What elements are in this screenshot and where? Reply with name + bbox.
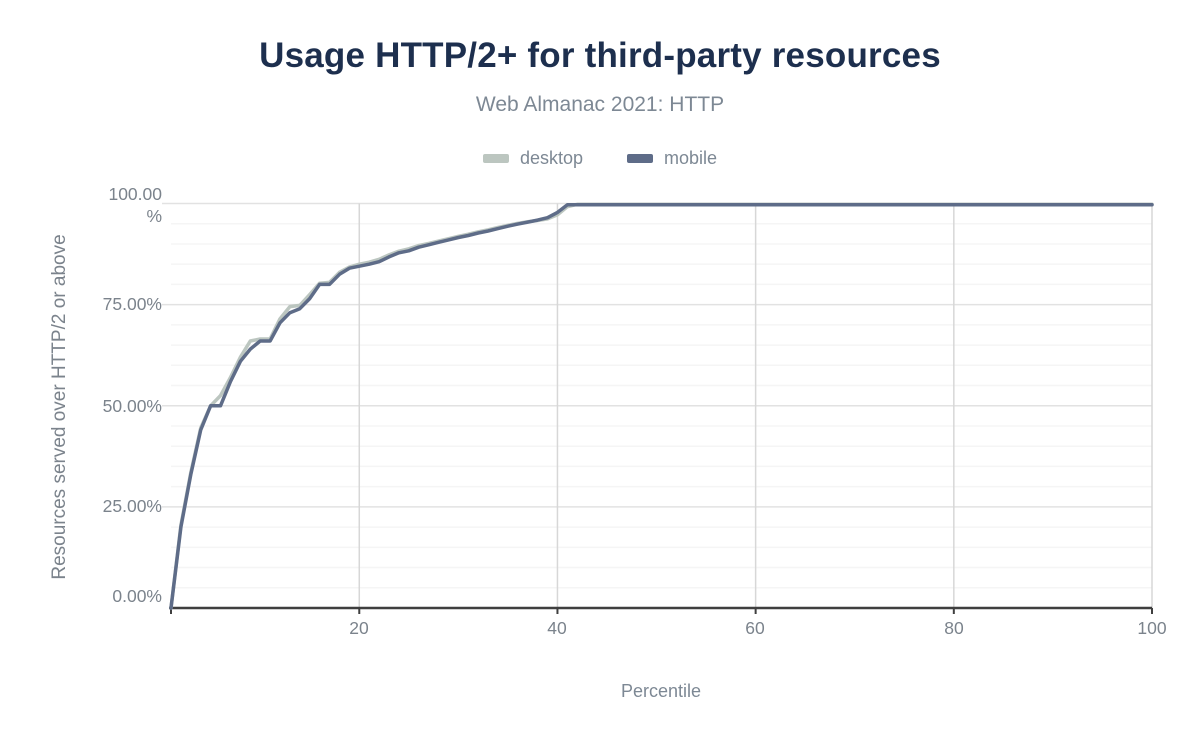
mobile-series-swatch-icon <box>627 153 653 163</box>
legend-label-desktop: desktop <box>519 147 583 168</box>
chart-title: Usage HTTP/2+ for third-party resources <box>259 36 941 75</box>
x-tick-label-40: 40 <box>547 618 567 638</box>
legend-item-mobile: mobile <box>627 148 717 169</box>
y-tick-label-50: 50.00% <box>102 395 162 416</box>
chart-subtitle: Web Almanac 2021: HTTP <box>475 93 725 116</box>
x-tick-label-100: 100 <box>1137 618 1167 638</box>
y-tick-label-0: 0.00% <box>112 586 162 607</box>
x-axis-title: Percentile <box>620 681 702 701</box>
legend-label-mobile: mobile <box>664 147 718 168</box>
y-axis-title: Resources served over HTTP/2 or above <box>49 234 70 580</box>
x-tick-label-80: 80 <box>944 618 964 638</box>
x-tick-label-20: 20 <box>349 618 369 638</box>
desktop-series-swatch-icon <box>482 153 509 163</box>
x-tick-label-60: 60 <box>745 618 765 638</box>
y-tick-label-100: 100.00 % <box>108 184 162 226</box>
y-tick-label-75: 75.00% <box>102 293 162 314</box>
legend-item-desktop: desktop <box>482 147 583 169</box>
chart-legend: desktop mobile <box>0 146 1200 170</box>
series-line-mobile <box>169 202 1154 610</box>
y-tick-label-25: 25.00% <box>102 496 162 517</box>
